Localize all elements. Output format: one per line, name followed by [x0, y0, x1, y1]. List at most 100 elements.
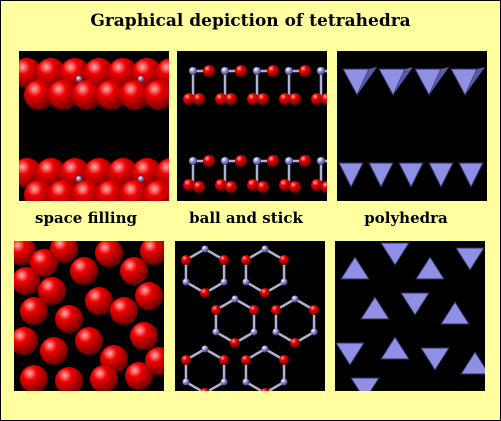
- oxygen-atom: [36, 58, 66, 88]
- oxygen-atom: [203, 65, 215, 77]
- silicon-atom: [280, 278, 288, 286]
- oxygen-atom: [38, 277, 66, 305]
- oxygen-atom: [125, 362, 153, 390]
- polyhedra-side-view: [337, 51, 487, 201]
- silicon-atom: [220, 278, 228, 286]
- oxygen-atom: [225, 181, 237, 193]
- tetrahedron-face: [429, 67, 449, 95]
- tetrahedron: [420, 347, 450, 371]
- oxygen-atom: [84, 58, 114, 88]
- silicon-atom: [76, 76, 82, 82]
- oxygen-atom: [24, 80, 54, 110]
- tetrahedron: [350, 377, 380, 391]
- oxygen-atom: [240, 355, 251, 365]
- oxygen-atom: [235, 65, 247, 77]
- oxygen-atom: [108, 58, 138, 88]
- oxygen-atom: [120, 180, 150, 201]
- oxygen-atom: [40, 337, 68, 365]
- silicon-atom: [250, 328, 258, 336]
- bond: [185, 380, 205, 391]
- oxygen-atom: [270, 305, 281, 315]
- silicon-atom: [231, 295, 239, 303]
- silicon-atom: [285, 157, 293, 165]
- silicon-atom: [182, 278, 190, 286]
- silicon-atom: [310, 328, 318, 336]
- oxygen-atom: [249, 305, 260, 315]
- oxygen-atom: [130, 322, 158, 350]
- oxygen-atom: [290, 338, 300, 348]
- tetrahedron-face: [357, 67, 377, 95]
- oxygen-atom: [55, 367, 83, 391]
- oxygen-atom: [183, 93, 195, 105]
- silicon-atom: [253, 157, 261, 165]
- oxygen-atom: [55, 305, 83, 333]
- oxygen-atom: [96, 80, 126, 110]
- oxygen-atom: [70, 257, 98, 285]
- oxygen-atom: [180, 355, 191, 365]
- tetrahedron: [368, 162, 394, 189]
- oxygen-atom: [219, 355, 230, 365]
- polyhedra-top-view: [335, 241, 485, 391]
- oxygen-atom: [219, 255, 230, 265]
- oxygen-atom: [48, 180, 78, 201]
- oxygen-atom: [260, 388, 270, 391]
- oxygen-atom: [247, 179, 259, 191]
- oxygen-atom: [96, 180, 126, 201]
- oxygen-atom: [14, 267, 40, 295]
- oxygen-atom: [203, 155, 215, 167]
- oxygen-atom: [72, 80, 102, 110]
- oxygen-atom: [215, 93, 227, 105]
- silicon-atom: [242, 378, 250, 386]
- silicon-atom: [201, 345, 209, 353]
- tetrahedron: [380, 336, 410, 360]
- silicon-atom: [242, 278, 250, 286]
- oxygen-atom: [75, 327, 103, 355]
- oxygen-atom: [210, 305, 221, 315]
- silicon-atom: [76, 176, 82, 182]
- oxygen-atom: [183, 179, 195, 191]
- silicon-atom: [189, 157, 197, 165]
- oxygen-atom: [168, 89, 169, 101]
- oxygen-atom: [230, 338, 240, 348]
- silicon-atom: [182, 378, 190, 386]
- silicon-atom: [189, 67, 197, 75]
- oxygen-atom: [20, 365, 48, 391]
- oxygen-atom: [60, 58, 90, 88]
- oxygen-atom: [279, 179, 291, 191]
- oxygen-atom: [240, 255, 251, 265]
- silicon-atom: [220, 378, 228, 386]
- oxygen-atom: [309, 305, 320, 315]
- oxygen-atom: [299, 155, 311, 167]
- oxygen-atom: [257, 93, 269, 105]
- oxygen-atom: [311, 93, 323, 105]
- tetrahedron: [400, 292, 430, 316]
- silicon-atom: [221, 67, 229, 75]
- silicon-atom: [285, 67, 293, 75]
- silicon-atom: [261, 345, 269, 353]
- oxygen-atom: [85, 287, 113, 315]
- oxygen-atom: [72, 180, 102, 201]
- oxygen-atom: [14, 327, 38, 355]
- tetrahedron-face: [465, 67, 485, 95]
- oxygen-atom: [267, 65, 279, 77]
- oxygen-atom: [279, 355, 290, 365]
- oxygen-atom: [144, 80, 169, 110]
- silicon-atom: [201, 245, 209, 253]
- silicon-atom: [212, 328, 220, 336]
- oxygen-atom: [30, 249, 58, 277]
- oxygen-atom: [321, 93, 327, 105]
- silicon-atom: [291, 295, 299, 303]
- silicon-atom: [138, 176, 144, 182]
- silicon-atom: [261, 245, 269, 253]
- tetrahedron: [338, 162, 364, 189]
- tetrahedron: [458, 162, 484, 189]
- oxygen-atom: [135, 282, 163, 310]
- oxygen-atom: [247, 93, 259, 105]
- oxygen-atom: [60, 158, 90, 188]
- silicon-atom: [272, 328, 280, 336]
- oxygen-atom: [50, 241, 78, 263]
- ball-and-stick-side-view: [177, 51, 327, 201]
- space-filling-side-view: [19, 51, 169, 201]
- oxygen-atom: [180, 255, 191, 265]
